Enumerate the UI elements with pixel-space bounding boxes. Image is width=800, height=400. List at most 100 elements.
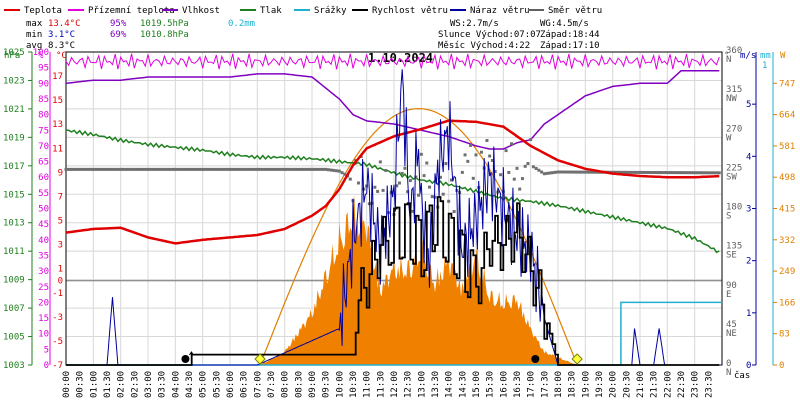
wind-direction-point — [430, 195, 434, 199]
wind-direction-point — [332, 168, 336, 172]
hpa-tick-label: 1019 — [3, 133, 25, 143]
temperature-tick-label: 1 — [58, 265, 63, 275]
wind-speed-tick-label: 1 — [746, 309, 751, 319]
direction-degree-label: 135 — [726, 242, 742, 252]
wind-direction-point — [97, 167, 101, 171]
info-wind-speed: WS:2.7m/s — [450, 19, 499, 29]
wind-direction-point — [463, 153, 467, 157]
wind-direction-point — [94, 167, 98, 171]
time-tick-label: 09:30 — [322, 371, 332, 398]
hpa-tick-label: 1003 — [3, 361, 25, 371]
wind-speed-tick-label: 2 — [746, 257, 751, 267]
wind-direction-point — [641, 170, 645, 174]
wind-direction-point — [684, 171, 688, 175]
wind-direction-point — [570, 170, 574, 174]
direction-degree-label: 90 — [726, 281, 737, 291]
wind-direction-point — [668, 171, 672, 175]
stat-temperature: 8.3°C — [48, 41, 75, 51]
direction-compass-label: S — [726, 212, 731, 222]
wind-direction-point — [452, 210, 456, 214]
wind-direction-point — [102, 167, 106, 171]
wind-direction-point — [665, 171, 669, 175]
wind-direction-point — [195, 167, 199, 171]
wind-direction-point — [706, 171, 710, 175]
temperature-tick-label: 15 — [52, 96, 63, 106]
wind-direction-point — [119, 167, 123, 171]
wind-direction-point — [578, 170, 582, 174]
wind-direction-point — [91, 167, 95, 171]
time-tick-label: 10:00 — [335, 371, 345, 398]
wind-direction-point — [701, 171, 705, 175]
hpa-tick-label: 1005 — [3, 333, 25, 343]
percent-tick-label: 45 — [38, 220, 49, 230]
percent-tick-label: 70 — [38, 142, 49, 152]
info-wind-gust: WG:4.5m/s — [540, 19, 589, 29]
percent-tick-label: 30 — [38, 267, 49, 277]
wind-direction-point — [613, 170, 617, 174]
info-moonset: Západ:17:10 — [540, 41, 600, 51]
wind-direction-point — [250, 167, 254, 171]
wind-direction-point — [264, 167, 268, 171]
wind-direction-point — [545, 171, 549, 175]
direction-degree-label: 225 — [726, 163, 742, 173]
wind-direction-point — [225, 167, 229, 171]
wind-direction-point — [556, 170, 560, 174]
time-tick-label: 22:30 — [677, 371, 687, 398]
wind-direction-point — [370, 201, 374, 205]
wind-direction-point — [403, 166, 407, 170]
wind-direction-point — [231, 167, 235, 171]
direction-compass-label: SW — [726, 172, 737, 182]
wind-direction-point — [660, 171, 664, 175]
time-tick-label: 21:30 — [650, 371, 660, 398]
wind-direction-point — [564, 170, 568, 174]
wind-direction-point — [474, 153, 478, 157]
wind-direction-point — [594, 170, 598, 174]
wind-direction-point — [171, 167, 175, 171]
time-tick-label: 00:00 — [62, 371, 72, 398]
solar-tick-label: 664 — [779, 111, 795, 121]
temperature-tick-label: 17 — [52, 72, 63, 82]
pressure-line — [66, 129, 720, 254]
stat-temperature: 13.4°C — [48, 19, 81, 29]
wind-direction-point — [553, 170, 557, 174]
time-tick-label: 10:30 — [349, 371, 359, 398]
wind-direction-point — [449, 178, 453, 182]
wind-direction-point — [712, 171, 716, 175]
wind-direction-point — [529, 138, 533, 142]
wind-direction-point — [630, 170, 634, 174]
wind-speed-tick-label: 5 — [746, 100, 751, 110]
percent-tick-label: 15 — [38, 314, 49, 324]
axis-title-watts: W — [780, 51, 786, 61]
wind-direction-point — [244, 167, 248, 171]
wind-direction-point — [376, 189, 380, 193]
wind-direction-point — [182, 167, 186, 171]
wind-direction-point — [485, 138, 489, 142]
wind-direction-point — [698, 171, 702, 175]
wind-direction-point — [220, 167, 224, 171]
wind-direction-point — [78, 167, 82, 171]
temperature-tick-label: -5 — [52, 337, 63, 347]
wind-direction-point — [356, 181, 360, 185]
legend-label: Tlak — [260, 6, 282, 16]
stat-row-label: avg — [26, 41, 42, 51]
solar-tick-label: 581 — [779, 142, 795, 152]
wind-direction-point — [438, 175, 442, 179]
wind-direction-point — [149, 167, 153, 171]
wind-direction-point — [447, 199, 451, 203]
time-tick-label: 15:00 — [472, 371, 482, 398]
temperature-tick-label: -1 — [52, 289, 63, 299]
time-tick-label: 03:30 — [158, 371, 168, 398]
wind-direction-point — [269, 167, 273, 171]
wind-direction-point — [121, 167, 125, 171]
wind-direction-point — [515, 166, 519, 170]
legend-label: Teplota — [24, 6, 62, 16]
wind-direction-point — [654, 171, 658, 175]
legend-label: Vlhkost — [182, 6, 220, 16]
wind-direction-point — [559, 170, 563, 174]
wind-direction-point — [86, 167, 90, 171]
wind-direction-point — [138, 167, 142, 171]
wind-direction-point — [280, 167, 284, 171]
wind-direction-point — [408, 179, 412, 183]
wind-direction-point — [100, 167, 104, 171]
percent-tick-label: 55 — [38, 189, 49, 199]
